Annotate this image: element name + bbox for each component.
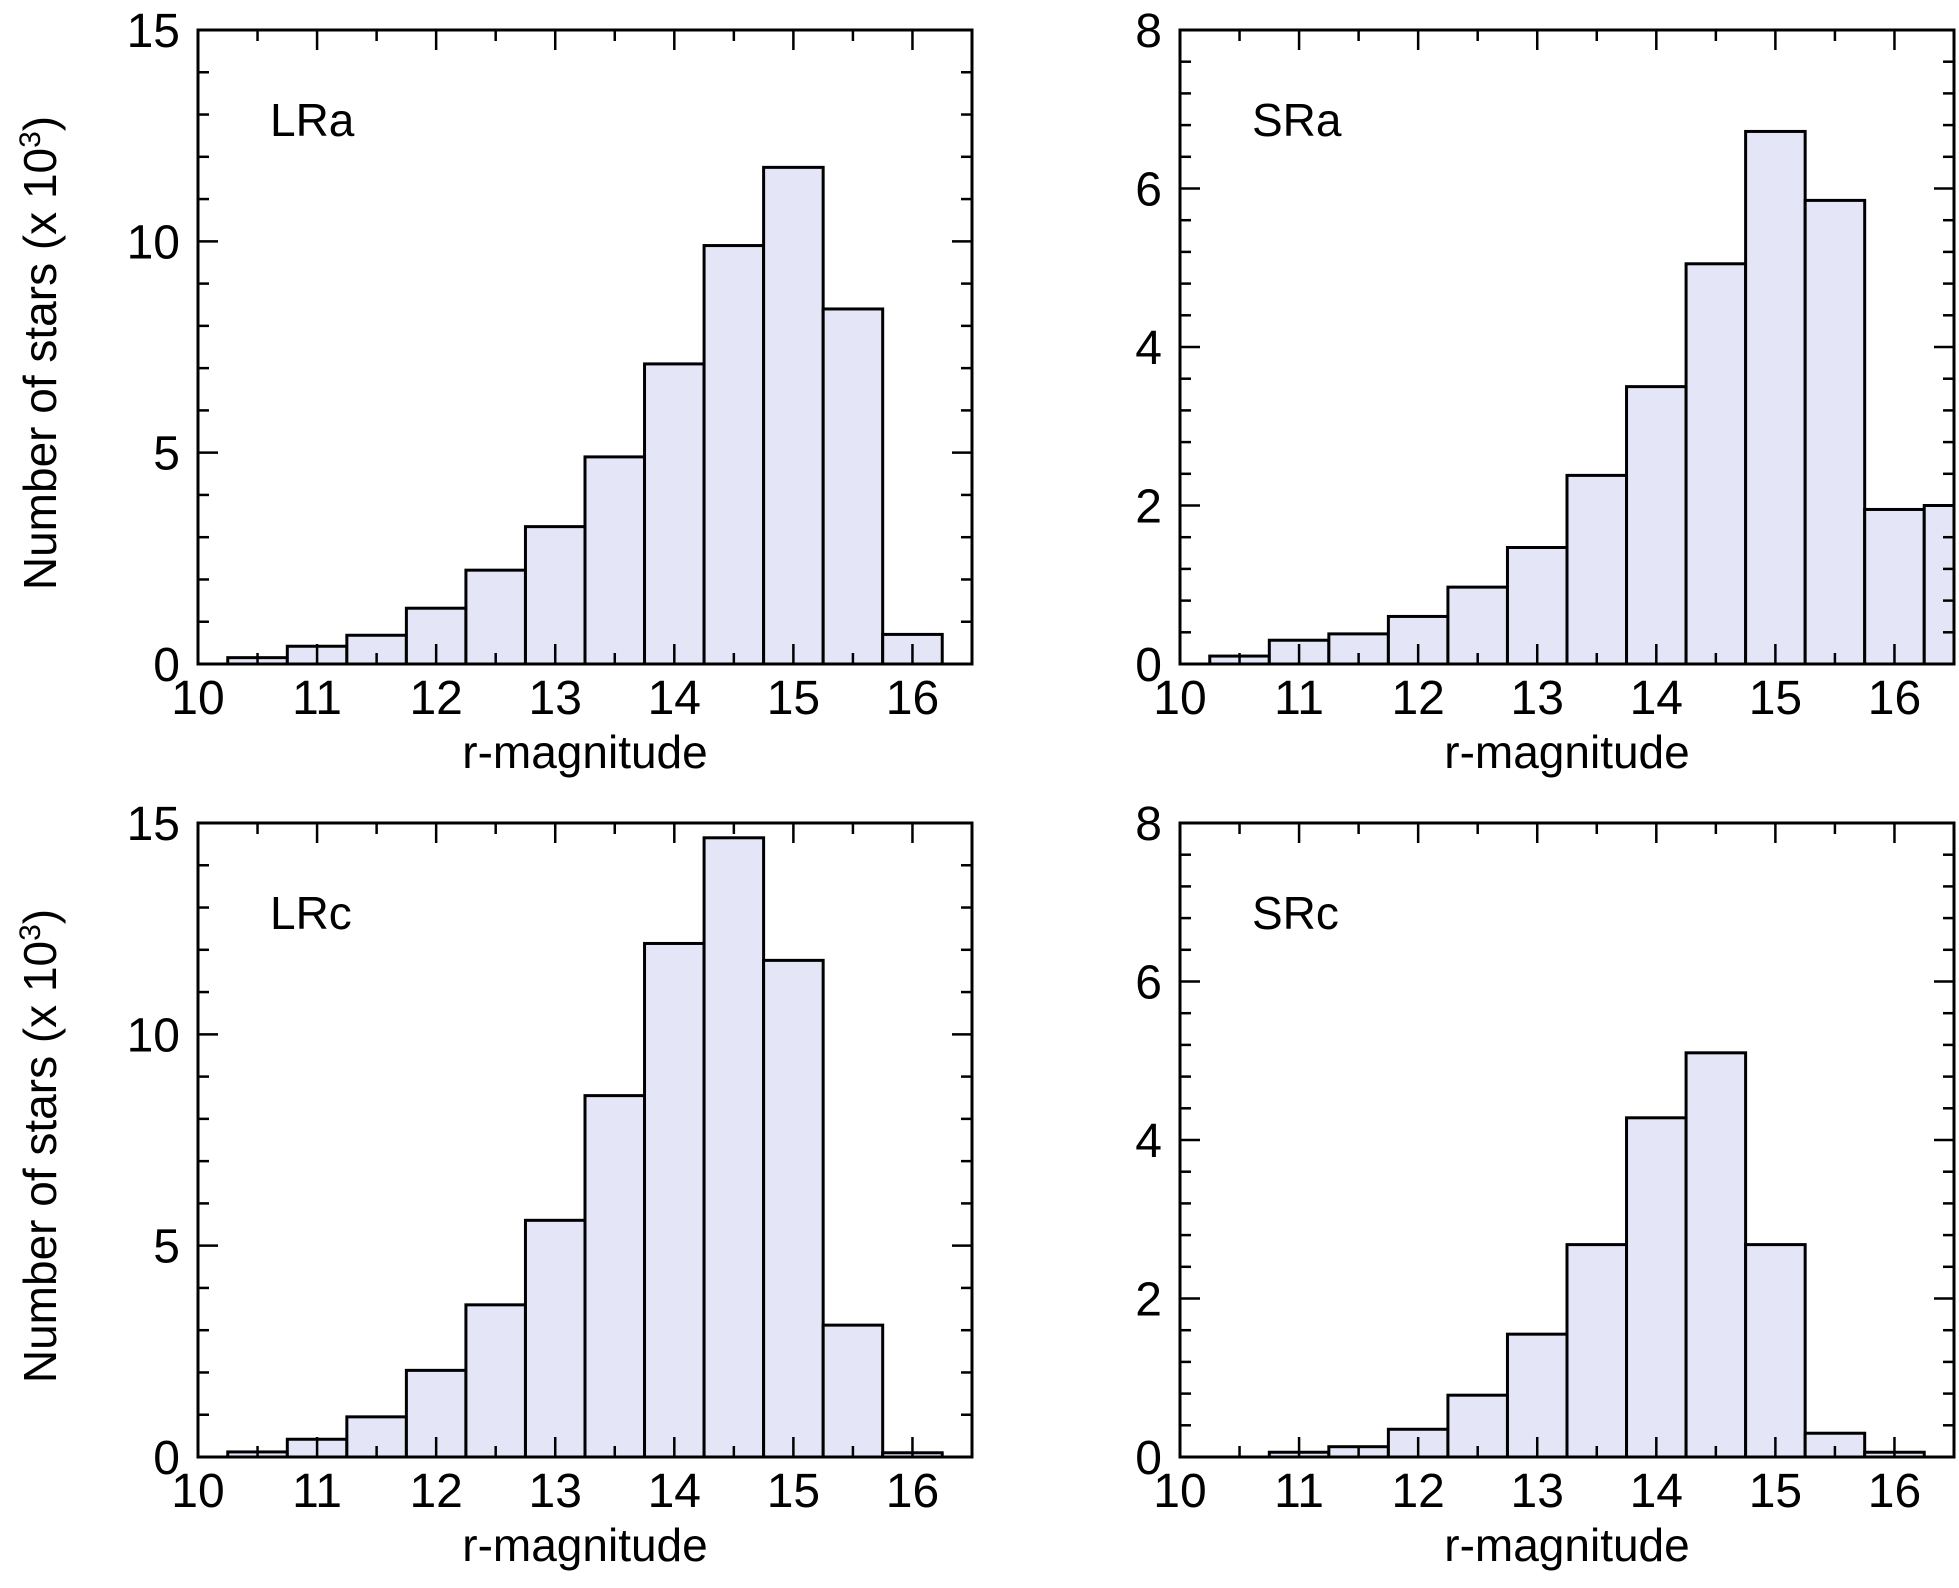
histogram-bar (762, 958, 825, 1459)
y-tick-label: 6 (1135, 164, 1162, 217)
histogram-bar (643, 941, 706, 1459)
y-tick-label: 4 (1135, 1115, 1162, 1168)
panel-label: SRc (1252, 887, 1339, 939)
y-tick-label: 5 (153, 428, 180, 481)
x-tick-label: 12 (409, 672, 462, 725)
y-tick-label: 8 (1135, 5, 1162, 58)
histogram-bar (1625, 1116, 1688, 1459)
histogram-bar (523, 1218, 587, 1459)
x-axis-label: r-magnitude (1444, 726, 1689, 778)
x-axis-label: r-magnitude (462, 1519, 707, 1571)
y-tick-label: 5 (153, 1221, 180, 1274)
y-axis-label-exponent: 3 (14, 131, 47, 148)
x-tick-label: 10 (1153, 672, 1206, 725)
x-tick-label: 10 (1153, 1465, 1206, 1518)
y-tick-label: 2 (1135, 481, 1162, 534)
x-tick-label: 10 (171, 1465, 224, 1518)
x-tick-label: 15 (767, 672, 820, 725)
x-tick-label: 12 (1391, 672, 1444, 725)
histogram-bar (1505, 1332, 1569, 1459)
y-tick-label: 2 (1135, 1274, 1162, 1327)
histogram-bar (523, 525, 587, 666)
histogram-bar (583, 1094, 647, 1459)
x-tick-label: 13 (1511, 672, 1564, 725)
x-tick-label: 10 (171, 672, 224, 725)
panel-label: LRc (270, 887, 352, 939)
histogram-bar (464, 1303, 527, 1459)
x-tick-label: 12 (409, 1465, 462, 1518)
panel-label: SRa (1252, 94, 1342, 146)
histogram-bar (1565, 473, 1629, 666)
x-tick-label: 16 (886, 1465, 939, 1518)
histogram-bar (702, 836, 766, 1459)
histogram-bar (1625, 385, 1688, 666)
x-tick-label: 15 (1749, 1465, 1802, 1518)
x-tick-label: 16 (1868, 672, 1921, 725)
x-tick-label: 15 (1749, 672, 1802, 725)
y-axis-label-exponent: 3 (14, 924, 47, 941)
histogram-bar (702, 244, 766, 666)
y-tick-label: 6 (1135, 957, 1162, 1010)
histogram-bar (1446, 585, 1509, 666)
panel-src: 10 11 12 13 14 15 16 0 2 4 6 8 r-magnitude SRc (1135, 798, 1956, 1571)
histogram-bar (583, 455, 647, 666)
histogram-bar (1863, 507, 1926, 666)
histogram-bar (1922, 504, 1956, 666)
histogram-bar (1744, 129, 1807, 666)
panel-lra: 10 11 12 13 14 15 16 0 5 10 15 r-magnitude LRa Number… (14, 5, 974, 778)
panel-lrc: 10 11 12 13 14 15 16 0 5 10 15 r-magnitude LRc Number… (14, 798, 974, 1571)
plot-frame (196, 28, 974, 666)
x-axis-label: r-magnitude (1444, 1519, 1689, 1571)
y-axis-label: Number of stars (x 103) (14, 116, 66, 590)
y-axis-label-close: ) (14, 116, 66, 131)
x-tick-label: 16 (886, 672, 939, 725)
y-axis-label-text: Number of stars (x 10 (14, 941, 66, 1383)
y-tick-label: 10 (127, 1009, 180, 1062)
x-tick-label: 14 (648, 672, 701, 725)
y-tick-label: 15 (127, 5, 180, 58)
histogram-bar (1684, 262, 1748, 666)
histogram-bar (464, 568, 527, 666)
histogram-bar (1803, 198, 1867, 666)
x-tick-label: 14 (648, 1465, 701, 1518)
x-tick-label: 13 (529, 672, 582, 725)
x-tick-label: 11 (1274, 1465, 1324, 1518)
y-tick-label: 10 (127, 216, 180, 269)
y-tick-label: 4 (1135, 322, 1162, 375)
panel-sra: 10 11 12 13 14 15 16 0 2 4 6 8 r-magnitude SRa (1135, 5, 1956, 778)
x-axis-label: r-magnitude (462, 726, 707, 778)
histogram-bar (821, 307, 885, 666)
histogram-bar (762, 165, 825, 666)
x-tick-label: 13 (1511, 1465, 1564, 1518)
histogram-bar (1744, 1243, 1807, 1459)
y-axis-label-text: Number of stars (x 10 (14, 148, 66, 590)
histogram-bar (821, 1323, 885, 1459)
y-tick-label: 0 (153, 639, 180, 692)
panel-label: LRa (270, 94, 355, 146)
x-tick-label: 11 (1274, 672, 1324, 725)
histogram-bar (1684, 1051, 1748, 1459)
y-tick-label: 15 (127, 798, 180, 851)
x-tick-label: 12 (1391, 1465, 1444, 1518)
histogram-bar (643, 362, 706, 666)
y-tick-label: 0 (1135, 1432, 1162, 1485)
y-tick-label: 8 (1135, 798, 1162, 851)
x-tick-label: 11 (292, 672, 342, 725)
x-tick-label: 14 (1630, 672, 1683, 725)
x-tick-label: 16 (1868, 1465, 1921, 1518)
x-tick-label: 11 (292, 1465, 342, 1518)
x-tick-label: 14 (1630, 1465, 1683, 1518)
x-tick-label: 13 (529, 1465, 582, 1518)
y-tick-label: 0 (153, 1432, 180, 1485)
histogram-bar (1565, 1243, 1629, 1459)
plot-frame (196, 821, 974, 1459)
y-axis-label-close: ) (14, 909, 66, 924)
y-axis-label: Number of stars (x 103) (14, 909, 66, 1383)
y-tick-label: 0 (1135, 639, 1162, 692)
x-tick-label: 15 (767, 1465, 820, 1518)
